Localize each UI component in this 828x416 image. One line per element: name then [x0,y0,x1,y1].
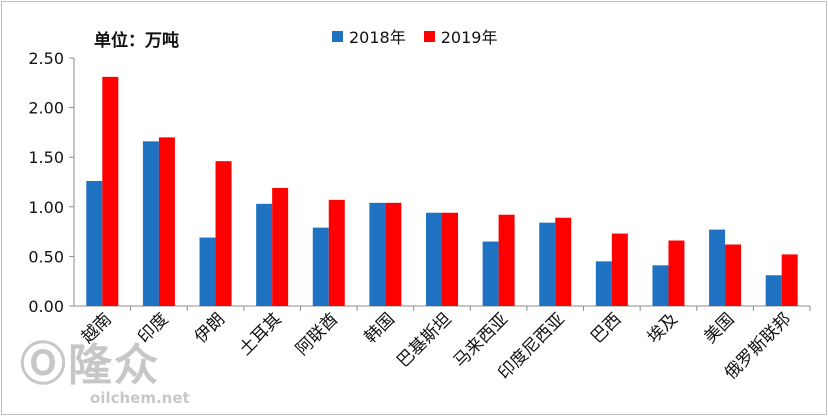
bar-2018-4 [312,227,329,306]
bar-2018-12 [765,275,782,306]
x-category-label: 越南 [78,309,116,347]
bar-2019-8 [555,217,572,306]
legend-label-2019: 2019年 [440,28,498,47]
x-category-label: 印度 [134,309,172,347]
bar-2019-0 [102,76,119,307]
x-category-label: 美国 [700,309,738,347]
x-category-label: 埃及 [644,309,682,347]
unit-label: 单位：万吨 [94,31,179,51]
bar-2018-7 [482,241,499,306]
bar-2018-10 [652,265,669,306]
x-category-label: 伊朗 [191,309,229,347]
legend-label-2018: 2018年 [349,28,406,47]
y-tick-label: 1.50 [28,148,64,167]
bar-2019-6 [442,212,458,306]
bar-2019-2 [215,161,232,306]
legend-swatch-2018 [332,30,343,42]
bar-2018-1 [142,141,159,306]
legend-item-2018: 2018年 [332,24,406,48]
bar-2019-4 [328,199,345,306]
bar-2018-3 [256,203,273,306]
bar-2019-3 [272,187,289,306]
bar-2019-9 [611,233,628,306]
x-category-label: 韩国 [361,309,399,347]
watermark-logo: Ⓞ隆众 oilchem.net [20,340,190,406]
bar-2019-10 [668,240,685,306]
bar-2018-11 [709,229,726,306]
bar-2018-8 [539,222,556,306]
bar-2019-7 [498,214,515,306]
bar-2019-11 [725,244,742,306]
legend-swatch-2019 [423,30,435,42]
y-tick-label: 0.00 [28,297,64,316]
y-tick-label: 0.50 [28,247,64,266]
bar-2018-5 [369,202,386,306]
bar-2019-12 [781,254,798,306]
y-tick-label: 2.50 [28,49,64,68]
bar-2018-0 [86,181,103,306]
bar-2018-9 [595,261,612,306]
y-tick-label: 2.00 [28,99,64,118]
y-tick-label: 1.00 [28,198,64,217]
watermark-url: oilchem.net [90,389,190,407]
x-category-label: 巴基斯坦 [393,309,455,371]
watermark-brand: Ⓞ隆众 [20,337,160,391]
x-category-label: 阿联酋 [292,309,342,359]
x-category-label: 巴西 [587,309,625,347]
legend-item-2019: 2019年 [423,24,498,48]
chart-legend: 2018年 2019年 [332,24,497,48]
bar-2018-6 [426,212,442,306]
bar-2019-1 [158,137,175,306]
bar-2019-5 [385,202,402,306]
x-category-label: 土耳其 [235,309,285,359]
bar-2018-2 [199,237,216,306]
